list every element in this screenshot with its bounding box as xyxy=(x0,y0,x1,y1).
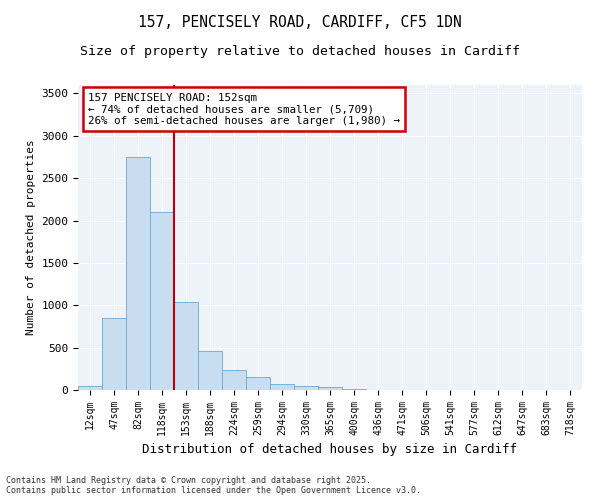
Bar xyxy=(222,370,246,390)
Text: 157 PENCISELY ROAD: 152sqm
← 74% of detached houses are smaller (5,709)
26% of s: 157 PENCISELY ROAD: 152sqm ← 74% of deta… xyxy=(88,92,400,126)
Text: Contains HM Land Registry data © Crown copyright and database right 2025.
Contai: Contains HM Land Registry data © Crown c… xyxy=(6,476,421,495)
Bar xyxy=(102,318,126,390)
Bar xyxy=(198,351,222,390)
Bar xyxy=(318,388,342,390)
Text: Size of property relative to detached houses in Cardiff: Size of property relative to detached ho… xyxy=(80,45,520,58)
X-axis label: Distribution of detached houses by size in Cardiff: Distribution of detached houses by size … xyxy=(143,444,517,456)
Bar xyxy=(126,157,150,390)
Bar xyxy=(294,386,318,390)
Y-axis label: Number of detached properties: Number of detached properties xyxy=(26,140,36,336)
Bar xyxy=(150,212,174,390)
Bar xyxy=(342,388,366,390)
Bar xyxy=(246,377,270,390)
Bar xyxy=(174,302,198,390)
Text: 157, PENCISELY ROAD, CARDIFF, CF5 1DN: 157, PENCISELY ROAD, CARDIFF, CF5 1DN xyxy=(138,15,462,30)
Bar xyxy=(78,386,102,390)
Bar xyxy=(270,384,294,390)
